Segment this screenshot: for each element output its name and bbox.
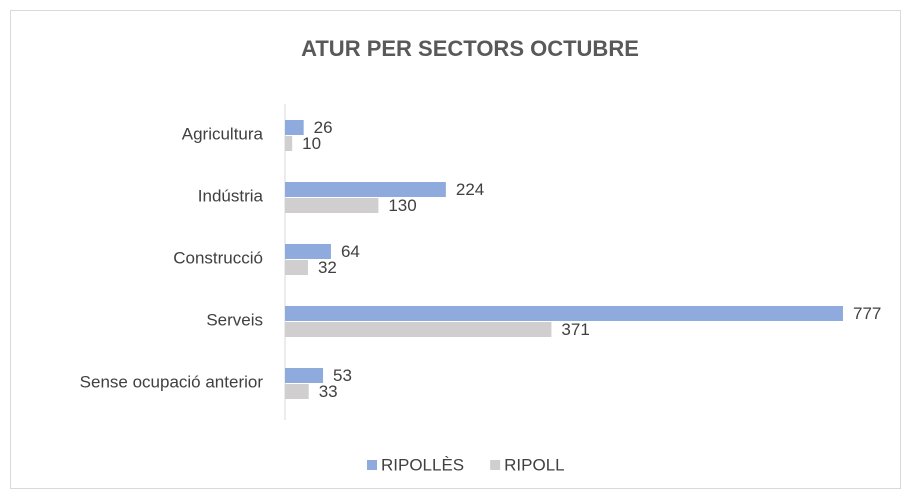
chart-frame [10,10,901,489]
category-label: Serveis [206,310,263,329]
bar [285,182,446,197]
bar [285,384,309,399]
bar [285,306,843,321]
legend-swatch [367,460,377,470]
value-label: 32 [318,258,337,277]
bar [285,260,308,275]
category-label: Sense ocupació anterior [80,372,264,391]
chart-title: ATUR PER SECTORS OCTUBRE [301,36,639,61]
bar [285,322,552,337]
bar [285,198,379,213]
value-label: 33 [319,382,338,401]
bar [285,120,304,135]
category-label: Construcció [173,248,263,267]
value-label: 10 [302,134,321,153]
value-label: 130 [388,196,416,215]
value-label: 777 [853,304,881,323]
legend-label: RIPOLLÈS [381,455,464,474]
category-label: Indústria [198,186,264,205]
value-label: 64 [341,242,360,261]
legend-label: RIPOLL [504,455,564,474]
value-label: 53 [333,366,352,385]
value-label: 224 [456,180,484,199]
legend-swatch [490,460,501,470]
bar [285,244,331,259]
category-label: Agricultura [182,124,264,143]
value-label: 26 [314,118,333,137]
value-label: 371 [561,320,589,339]
bar [285,368,324,383]
bar [285,136,293,151]
